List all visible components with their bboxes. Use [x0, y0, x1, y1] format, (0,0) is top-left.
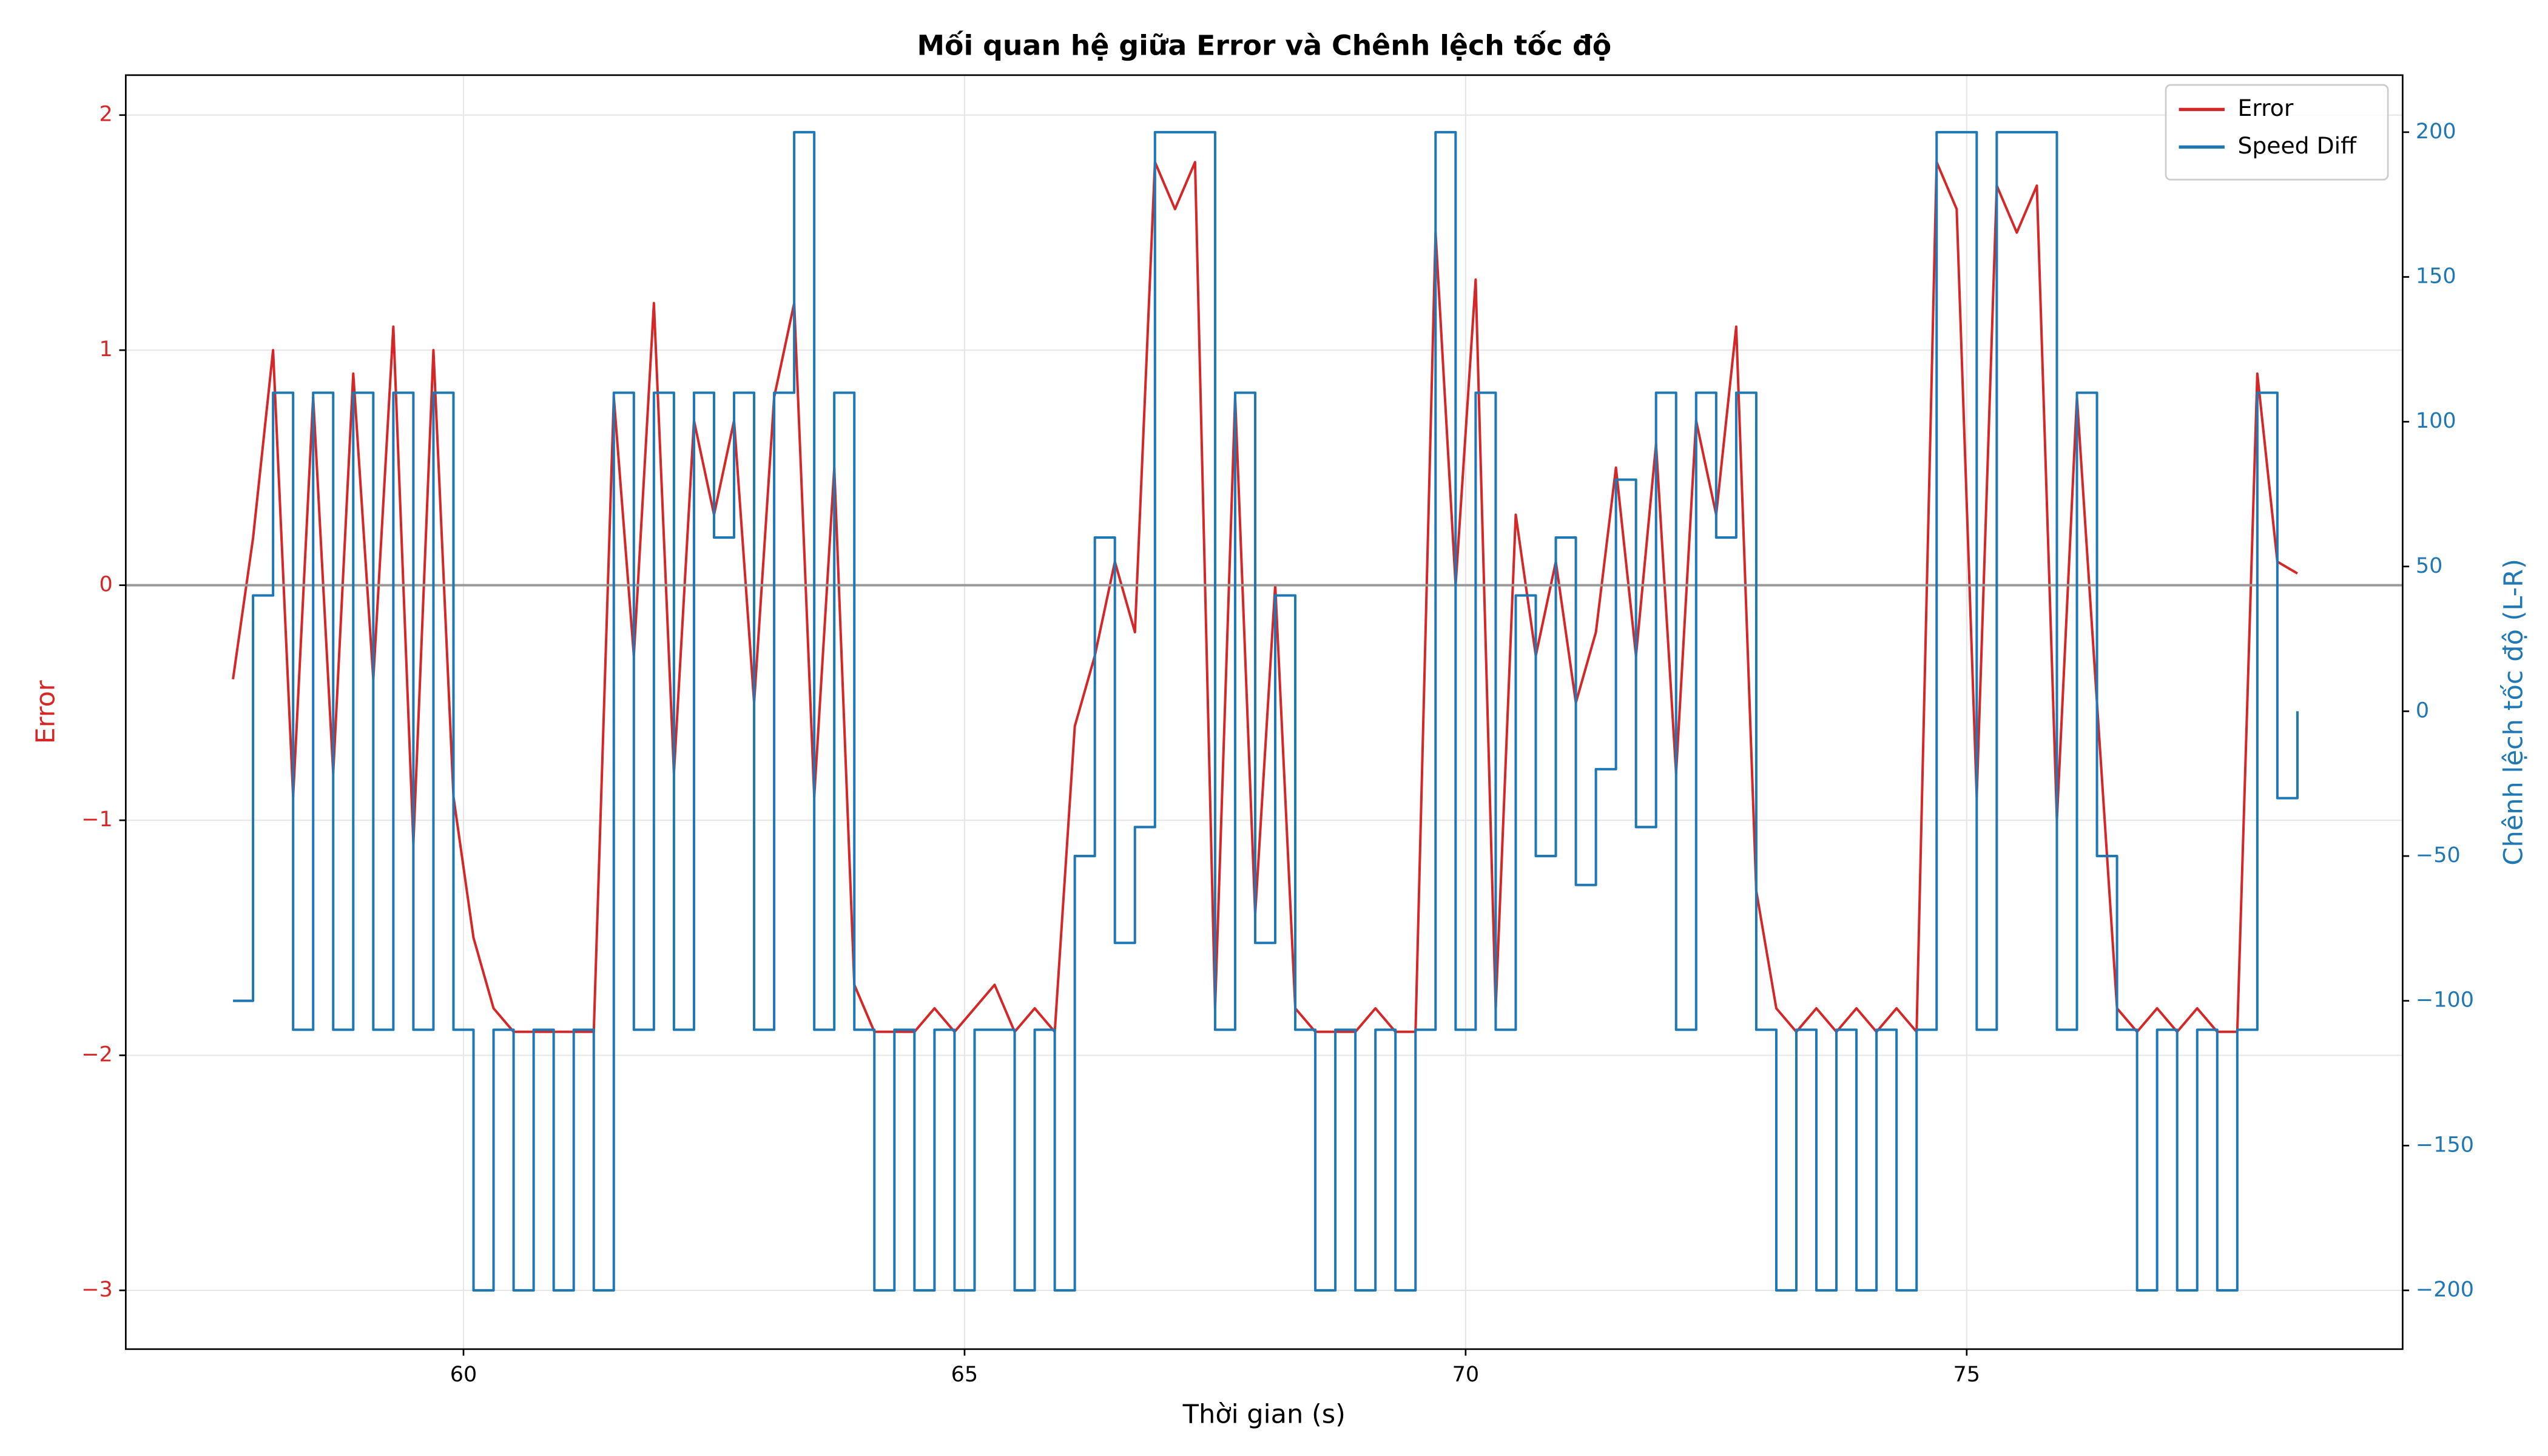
y-tick-label: 2 — [99, 103, 113, 127]
y-tick-label: 0 — [99, 573, 113, 597]
plot-frame — [124, 74, 2404, 1350]
y2-tick-label: 50 — [2416, 554, 2443, 578]
y2-tick-label: −50 — [2416, 843, 2461, 868]
y-tick-label: 1 — [99, 337, 113, 362]
y2-tick-label: −100 — [2416, 988, 2474, 1013]
x-tick-label: 75 — [1953, 1363, 1981, 1387]
y-tick-label: −3 — [81, 1278, 113, 1302]
x-axis-label: Thời gian (s) — [1182, 1400, 1346, 1430]
y2-tick-label: 150 — [2416, 265, 2456, 289]
y-axis-label: Error — [31, 680, 61, 744]
y2-tick-label: 100 — [2416, 409, 2456, 433]
y2-tick-label: −200 — [2416, 1278, 2474, 1302]
data-line — [232, 161, 2298, 1033]
y2-tick-label: −150 — [2416, 1133, 2474, 1157]
y-tick-label: −1 — [81, 807, 113, 832]
y-tick-label: −2 — [81, 1043, 113, 1067]
x-tick-label: 65 — [951, 1363, 979, 1387]
chart-title: Mối quan hệ giữa Error và Chênh lệch tốc… — [917, 30, 1612, 62]
legend-label: Speed Diff — [2237, 132, 2357, 159]
y2-tick-label: 200 — [2416, 120, 2456, 144]
y2-axis-label: Chênh lệch tốc độ (L-R) — [2499, 559, 2529, 866]
data-line — [233, 130, 2299, 1292]
x-tick-label: 60 — [450, 1363, 477, 1387]
legend-label: Error — [2237, 95, 2293, 121]
y2-tick-label: 0 — [2416, 698, 2429, 723]
x-tick-label: 70 — [1452, 1363, 1480, 1387]
